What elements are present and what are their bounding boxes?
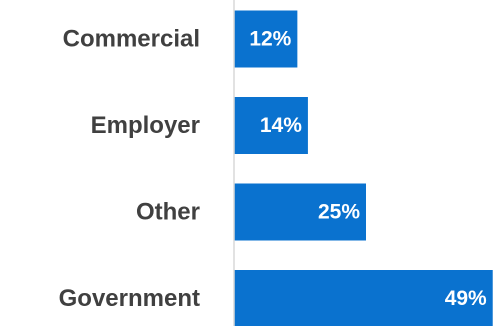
labels-group: Commercial 12% Employer 14% Other 25% Governme… xyxy=(59,26,487,313)
bar-commercial xyxy=(234,10,298,68)
category-label-government: Government xyxy=(59,285,200,312)
category-label-employer: Employer xyxy=(91,112,200,139)
value-label-employer: 14% xyxy=(260,114,302,137)
bar-government xyxy=(234,270,493,326)
value-label-other: 25% xyxy=(318,201,360,224)
bar-other xyxy=(234,183,366,241)
category-label-other: Other xyxy=(136,199,200,226)
value-label-commercial: 12% xyxy=(249,28,291,51)
value-label-government: 49% xyxy=(445,287,487,310)
bars-group xyxy=(234,10,493,326)
category-label-commercial: Commercial xyxy=(63,26,200,53)
bar-employer xyxy=(234,97,308,154)
